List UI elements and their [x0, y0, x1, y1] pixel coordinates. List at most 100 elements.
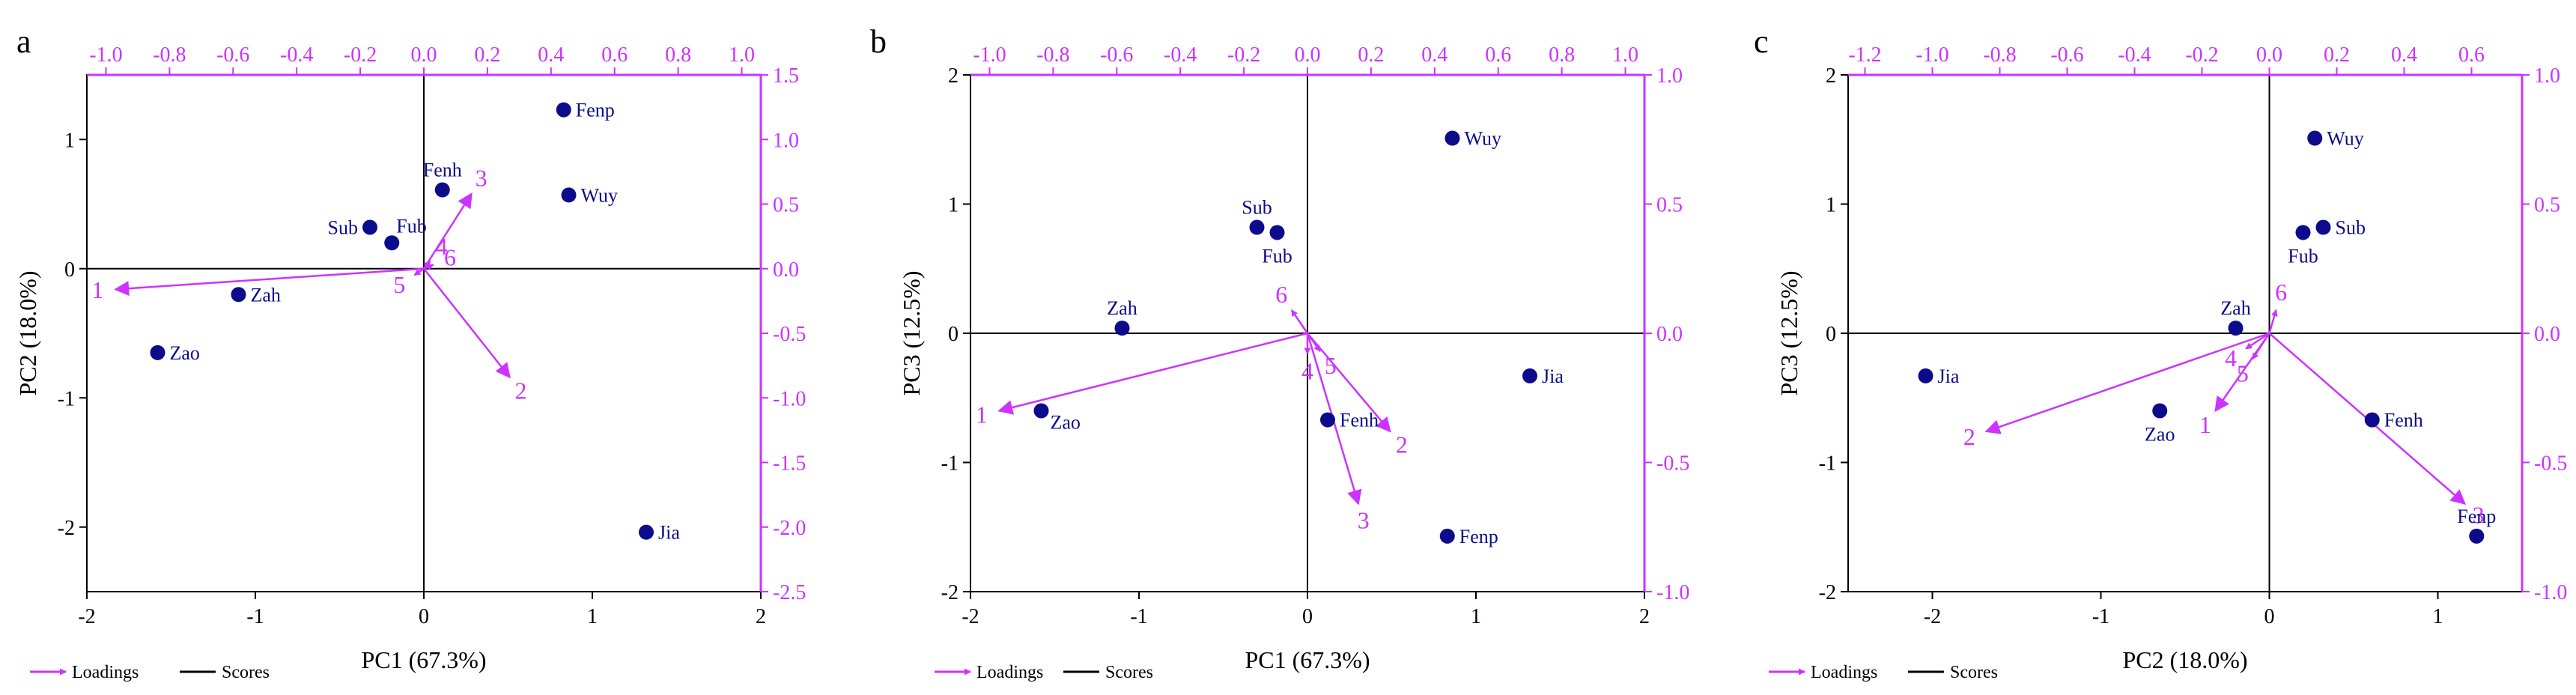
- loading-arrow: [114, 267, 425, 297]
- loading-label: 1: [91, 276, 103, 303]
- loading-arrow: [2268, 309, 2278, 334]
- panel-label: a: [16, 23, 31, 60]
- x-tick-label: 1: [587, 605, 598, 628]
- score-label: Fenp: [2457, 506, 2496, 527]
- score-point: [1522, 368, 1537, 383]
- top-tick-label: -1.0: [973, 43, 1006, 67]
- top-tick-label: 1.0: [729, 43, 755, 67]
- legend-loadings-label: Loadings: [1811, 663, 1877, 682]
- loading-label: 5: [1325, 352, 1337, 379]
- score-point: [1320, 412, 1335, 428]
- score-label: Zah: [1107, 297, 1137, 319]
- loading-label: 2: [515, 377, 527, 404]
- right-tick-label: -0.5: [773, 323, 806, 346]
- score-label: Sub: [328, 217, 358, 239]
- score-point: [1269, 225, 1285, 240]
- score-point: [2295, 225, 2311, 240]
- right-tick-label: -1.5: [773, 452, 806, 476]
- panel-a: a 1 2 3 4 5 6 Fenp Wuy Fenh Sub Fub Zah Zao Jia -2 -1…: [14, 23, 806, 682]
- top-tick-label: -0.6: [216, 43, 249, 67]
- score-point: [1918, 368, 1933, 383]
- score-label: Zah: [2220, 297, 2250, 319]
- loading-arrow: [1984, 332, 2270, 434]
- x-tick-label: 0: [1302, 605, 1313, 628]
- y-axis-title: PC3 (12.5%): [1775, 270, 1802, 395]
- right-tick-label: -0.5: [2534, 452, 2567, 476]
- loading-label: 1: [2199, 411, 2211, 438]
- right-tick-label: 0.5: [2534, 194, 2560, 217]
- score-point: [2152, 403, 2168, 419]
- top-tick-label: -0.6: [2050, 43, 2083, 67]
- right-tick-label: -2.5: [773, 581, 806, 604]
- legend-scores-label: Scores: [222, 663, 270, 682]
- legend-scores-label: Scores: [1950, 663, 1998, 682]
- loading-label: 2: [1963, 423, 1975, 450]
- top-tick-label: -1.0: [1916, 43, 1948, 67]
- score-label: Fenp: [576, 100, 615, 121]
- score-label: Fub: [396, 215, 426, 237]
- top-tick-label: 0.2: [474, 43, 500, 67]
- right-tick-label: -1.0: [773, 387, 806, 410]
- legend: Loadings Scores: [1769, 663, 1998, 682]
- right-tick-label: 0.0: [2534, 323, 2560, 346]
- loading-arrow: [997, 332, 1308, 415]
- top-tick-label: -0.4: [280, 43, 313, 67]
- loading-arrow: [423, 267, 511, 379]
- score-label: Jia: [658, 522, 680, 544]
- loading-label: 3: [2473, 501, 2485, 528]
- score-label: Fub: [2288, 245, 2318, 267]
- x-tick-label: 0: [419, 605, 429, 628]
- right-tick-label: 0.0: [773, 258, 799, 282]
- loading-arrow: [1290, 309, 1309, 334]
- x-tick-label: 1: [1471, 605, 1481, 628]
- x-tick-label: -1: [246, 605, 264, 628]
- x-tick-label: -1: [2092, 605, 2109, 628]
- top-tick-label: -0.8: [153, 43, 186, 67]
- loading-arrow: [413, 267, 425, 276]
- x-tick-label: -2: [78, 605, 95, 628]
- right-tick-label: 0.5: [1656, 194, 1683, 217]
- top-tick-label: -0.2: [344, 43, 377, 67]
- score-point: [2364, 412, 2380, 428]
- score-point: [434, 182, 450, 198]
- panel-label: b: [870, 23, 887, 60]
- top-tick-label: -0.8: [1036, 43, 1069, 67]
- right-tick-label: -1.0: [1656, 581, 1689, 604]
- loading-label: 3: [476, 164, 487, 191]
- score-point: [1439, 528, 1455, 544]
- loading-arrow: [2245, 332, 2270, 350]
- legend: Loadings Scores: [935, 663, 1153, 682]
- y-tick-label: -2: [941, 581, 959, 604]
- score-label: Fub: [1262, 245, 1292, 267]
- top-tick-label: -0.2: [2185, 43, 2218, 67]
- x-axis-title: PC2 (18.0%): [2122, 646, 2247, 673]
- y-tick-label: -1: [941, 452, 959, 476]
- score-label: Zao: [2145, 424, 2175, 446]
- loading-label: 5: [393, 271, 405, 298]
- y-tick-label: -2: [58, 517, 75, 540]
- loading-arrow: [2251, 333, 2270, 360]
- right-tick-label: 1.5: [773, 64, 799, 88]
- loading-arrow: [423, 264, 434, 270]
- score-label: Wuy: [1465, 128, 1502, 150]
- y-tick-label: 2: [1826, 64, 1836, 88]
- score-label: Sub: [1242, 197, 1272, 219]
- loading-label: 6: [1275, 281, 1287, 308]
- panel-label: c: [1754, 23, 1769, 60]
- top-tick-label: -0.8: [1983, 43, 2016, 67]
- top-tick-label: 0.8: [1549, 43, 1575, 67]
- legend-loadings-label: Loadings: [72, 663, 139, 682]
- y-tick-label: 1: [948, 194, 959, 217]
- score-point: [2469, 528, 2485, 544]
- score-label: Wuy: [581, 184, 619, 206]
- score-point: [362, 219, 377, 235]
- right-tick-label: -0.5: [1656, 452, 1689, 476]
- top-tick-label: 0.0: [1295, 43, 1321, 67]
- score-point: [1249, 219, 1265, 235]
- x-tick-label: 0: [2264, 605, 2275, 628]
- legend: Loadings Scores: [30, 663, 270, 682]
- top-tick-label: -1.0: [89, 43, 122, 67]
- score-point: [561, 187, 577, 203]
- top-tick-label: -0.4: [1164, 43, 1197, 67]
